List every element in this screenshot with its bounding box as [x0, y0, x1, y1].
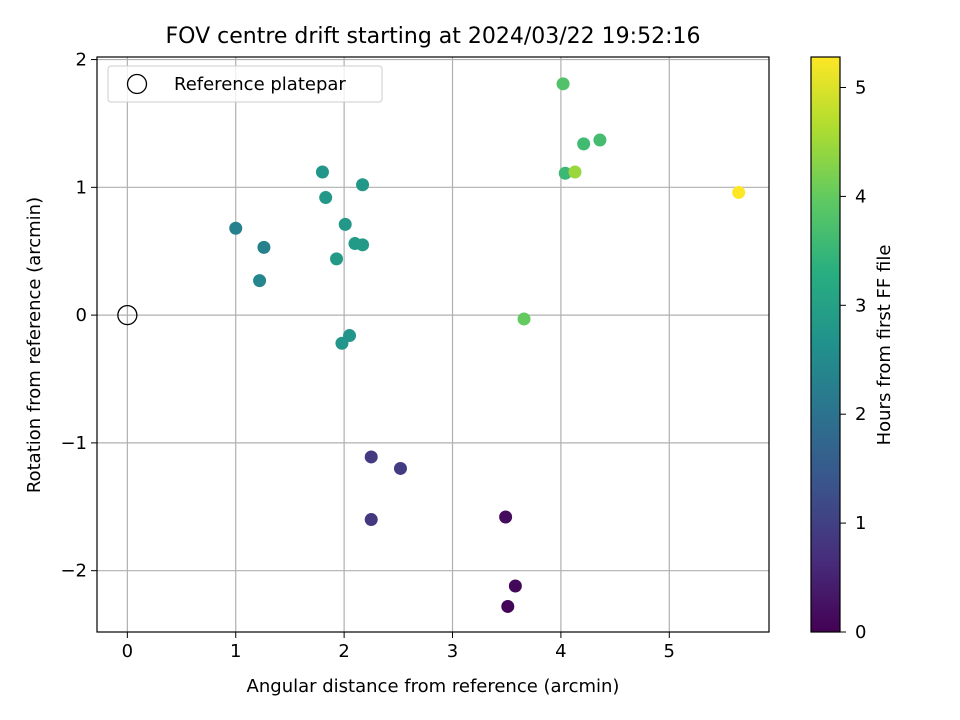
drift-point — [335, 336, 349, 350]
legend-box — [107, 65, 383, 103]
legend-marker-open-circle — [126, 73, 148, 95]
drift-point — [508, 579, 522, 593]
chart-title: FOV centre drift starting at 2024/03/22 … — [166, 24, 701, 49]
reference-platepar-marker — [117, 304, 138, 326]
y-tick-label: 1 — [76, 177, 87, 198]
colorbar-tick-label: 3 — [855, 295, 866, 316]
colorbar-gradient — [810, 56, 841, 633]
x-tick-label: 2 — [338, 641, 349, 662]
drift-point — [330, 252, 344, 266]
x-tick-label: 5 — [664, 641, 675, 662]
drift-point — [501, 599, 515, 613]
legend: Reference platepar — [107, 65, 383, 103]
y-tick-label: 0 — [76, 305, 87, 326]
drift-point — [356, 178, 370, 192]
drift-point — [315, 165, 329, 179]
y-axis-ticks: −2 −1 0 1 2 — [60, 50, 97, 582]
drift-point — [517, 312, 531, 326]
drift-point — [393, 461, 407, 475]
drift-point — [364, 450, 378, 464]
colorbar-tick-label: 2 — [855, 404, 866, 425]
colorbar-tick-label: 0 — [855, 622, 866, 643]
y-tick-label: −2 — [60, 561, 87, 582]
grid-lines — [97, 57, 769, 632]
drift-point — [229, 221, 243, 235]
drift-point — [319, 191, 333, 205]
colorbar: 0 1 2 3 4 5 Hours from first FF file — [810, 56, 895, 643]
drift-point — [499, 510, 513, 524]
drift-point — [338, 217, 352, 231]
colorbar-ticks: 0 1 2 3 4 5 — [840, 77, 866, 643]
drift-point — [556, 77, 570, 91]
drift-point — [732, 185, 746, 199]
reference-marker-group — [117, 304, 138, 326]
drift-point — [577, 137, 591, 151]
x-tick-label: 3 — [447, 641, 458, 662]
x-axis-ticks: 0 1 2 3 4 5 — [122, 632, 675, 662]
drift-point — [257, 240, 271, 254]
y-tick-label: −1 — [60, 433, 87, 454]
y-axis-label: Rotation from reference (arcmin) — [24, 197, 45, 493]
data-points — [229, 77, 746, 613]
drift-point — [253, 274, 267, 288]
x-tick-label: 1 — [230, 641, 241, 662]
colorbar-tick-label: 4 — [855, 186, 866, 207]
colorbar-tick-label: 1 — [855, 513, 866, 534]
drift-point — [356, 238, 370, 252]
x-tick-label: 0 — [122, 641, 133, 662]
x-axis-label: Angular distance from reference (arcmin) — [247, 676, 620, 697]
drift-point — [558, 166, 572, 180]
drift-point — [593, 133, 607, 147]
x-tick-label: 4 — [555, 641, 566, 662]
drift-point — [364, 513, 378, 527]
plot-frame — [96, 56, 770, 633]
colorbar-label: Hours from first FF file — [874, 245, 895, 446]
y-tick-label: 2 — [76, 50, 87, 71]
legend-entry-label: Reference platepar — [174, 74, 346, 95]
colorbar-tick-label: 5 — [855, 77, 866, 98]
drift-point — [568, 165, 582, 179]
